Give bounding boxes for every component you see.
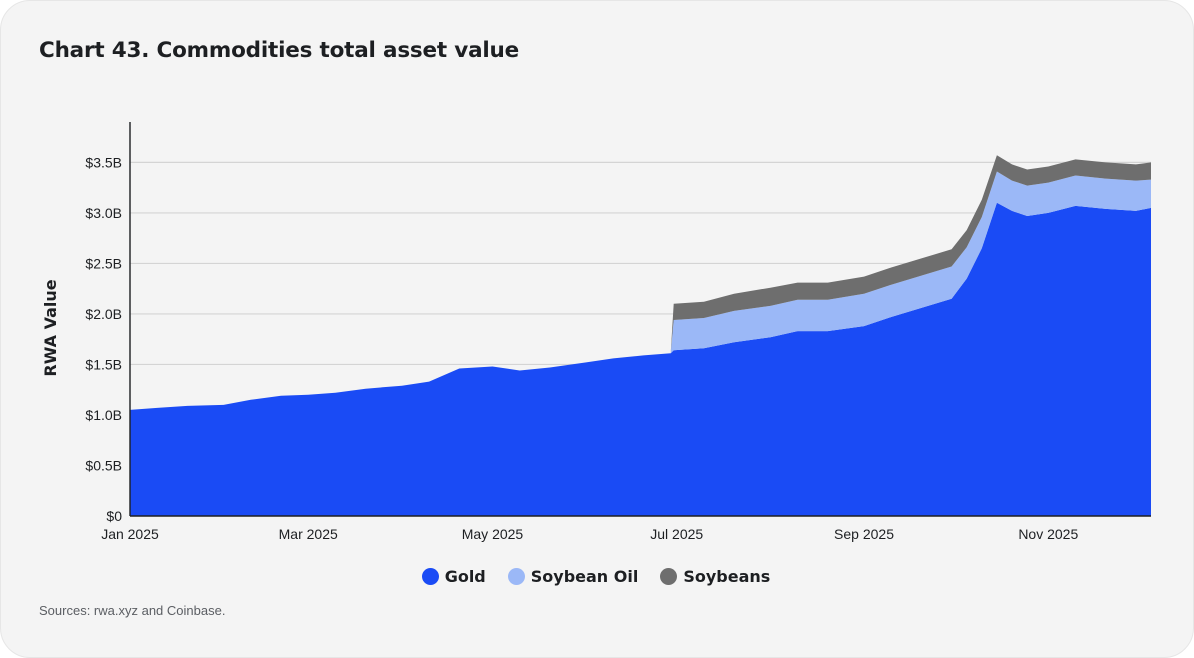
- legend-swatch-gold: [421, 568, 439, 585]
- legend: Gold Soybean Oil Soybeans: [0, 567, 1192, 586]
- y-axis-label: RWA Value: [41, 279, 60, 376]
- legend-swatch-soybeans: [660, 568, 678, 585]
- x-tick-label: May 2025: [462, 526, 524, 542]
- legend-label-soybean-oil: Soybean Oil: [530, 567, 639, 586]
- y-tick-label: $1.0B: [85, 407, 122, 423]
- chart-title: Chart 43. Commodities total asset value: [39, 38, 520, 63]
- x-tick-label: Jul 2025: [650, 526, 703, 542]
- y-tick-label: $3.5B: [85, 154, 122, 170]
- chart-canvas: $0 $0.5B $1.0B $1.5B $2.0B $2.5B $3.0B $3.5B Jan…: [41, 122, 1151, 542]
- y-tick-label: $0.5B: [85, 457, 122, 473]
- y-tick-label: $2.0B: [85, 306, 122, 322]
- x-tick-label: Sep 2025: [834, 526, 894, 542]
- legend-swatch-soybean-oil: [507, 568, 525, 585]
- axis-layer: $0 $0.5B $1.0B $1.5B $2.0B $2.5B $3.0B $3.5B Jan…: [85, 122, 1151, 542]
- gold-area: [130, 202, 1151, 517]
- source-note: Sources: rwa.xyz and Coinbase.: [39, 603, 226, 618]
- legend-label-gold: Gold: [444, 567, 486, 586]
- x-tick-label: Nov 2025: [1018, 526, 1078, 542]
- soybean-oil-area: [130, 171, 1151, 410]
- y-tick-label: $2.5B: [85, 255, 122, 271]
- legend-item-soybeans: Soybeans: [660, 567, 770, 586]
- x-tick-label: Mar 2025: [279, 526, 338, 542]
- soybeans-area: [130, 155, 1151, 410]
- x-tick-label: Jan 2025: [101, 526, 159, 542]
- legend-label-soybeans: Soybeans: [683, 567, 771, 586]
- y-tick-label: $0: [106, 508, 122, 524]
- y-tick-label: $1.5B: [85, 356, 122, 372]
- legend-item-gold: Gold: [421, 567, 486, 586]
- area-layer: [130, 155, 1151, 517]
- y-tick-label: $3.0B: [85, 205, 122, 221]
- legend-item-soybean-oil: Soybean Oil: [507, 567, 639, 586]
